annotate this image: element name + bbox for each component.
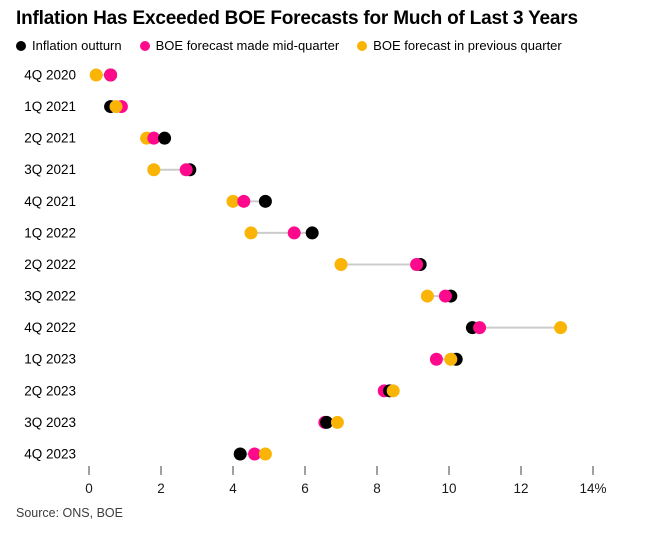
x-axis-tick-label: 8 bbox=[373, 481, 381, 496]
dot-prev_quarter bbox=[109, 100, 123, 114]
legend-dot-mid_quarter bbox=[139, 40, 150, 51]
dot-prev_quarter bbox=[89, 68, 103, 82]
dot-outturn bbox=[305, 226, 319, 240]
x-axis-tick-label: 4 bbox=[229, 481, 237, 496]
category-label: 4Q 2022 bbox=[24, 320, 76, 335]
x-axis-tick-label: 2 bbox=[157, 481, 165, 496]
legend-label: BOE forecast made mid-quarter bbox=[155, 38, 340, 53]
dot-mid_quarter bbox=[473, 321, 487, 335]
dot-outturn bbox=[158, 131, 172, 145]
dot-prev_quarter bbox=[554, 321, 568, 335]
category-label: 1Q 2022 bbox=[24, 225, 76, 240]
legend-dot-prev_quarter bbox=[357, 40, 368, 51]
dot-prev_quarter bbox=[147, 163, 161, 177]
category-label: 4Q 2021 bbox=[24, 194, 76, 209]
dot-prev_quarter bbox=[258, 447, 272, 461]
dot-outturn bbox=[258, 194, 272, 208]
category-label: 2Q 2022 bbox=[24, 257, 76, 272]
dot-prev_quarter bbox=[226, 194, 240, 208]
dot-mid_quarter bbox=[237, 194, 251, 208]
legend-label: Inflation outturn bbox=[32, 38, 122, 53]
legend-dot-outturn bbox=[16, 40, 26, 51]
dot-outturn bbox=[233, 447, 247, 461]
category-label: 2Q 2021 bbox=[24, 131, 76, 146]
dot-mid_quarter bbox=[287, 226, 301, 240]
category-label: 1Q 2023 bbox=[24, 352, 76, 367]
dot-mid_quarter bbox=[104, 68, 118, 82]
x-axis-tick-label: 14% bbox=[579, 481, 606, 496]
dot-prev_quarter bbox=[330, 415, 344, 429]
dot-prev_quarter bbox=[386, 384, 400, 398]
source-note: Source: ONS, BOE bbox=[16, 506, 123, 520]
dot-mid_quarter bbox=[179, 163, 193, 177]
dot-outturn bbox=[320, 415, 334, 429]
dot-mid_quarter bbox=[410, 257, 424, 271]
dot-mid_quarter bbox=[429, 352, 443, 366]
category-label: 4Q 2023 bbox=[24, 446, 76, 461]
dot-mid_quarter bbox=[147, 131, 161, 145]
category-label: 1Q 2021 bbox=[24, 99, 76, 114]
legend-item-outturn: Inflation outturn bbox=[16, 38, 122, 53]
category-label: 3Q 2021 bbox=[24, 162, 76, 177]
chart-title: Inflation Has Exceeded BOE Forecasts for… bbox=[16, 8, 578, 29]
category-label: 4Q 2020 bbox=[24, 68, 76, 83]
dot-prev_quarter bbox=[244, 226, 258, 240]
legend-label: BOE forecast in previous quarter bbox=[373, 38, 562, 53]
dot-mid_quarter bbox=[438, 289, 452, 303]
dot-mid_quarter bbox=[248, 447, 262, 461]
category-label: 3Q 2022 bbox=[24, 289, 76, 304]
x-axis-tick-label: 10 bbox=[441, 481, 456, 496]
x-axis-tick-label: 0 bbox=[85, 481, 93, 496]
x-axis-tick-label: 6 bbox=[301, 481, 309, 496]
dot-prev_quarter bbox=[444, 352, 458, 366]
x-axis-tick-label: 12 bbox=[513, 481, 528, 496]
category-label: 3Q 2023 bbox=[24, 415, 76, 430]
dot-prev_quarter bbox=[420, 289, 434, 303]
legend-item-mid_quarter: BOE forecast made mid-quarter bbox=[139, 38, 340, 53]
dot-prev_quarter bbox=[334, 257, 348, 271]
dot-plot-chart: 4Q 2020 1Q 2021 2Q 2021 3Q 2021 4Q 2021 1Q 20… bbox=[24, 68, 606, 497]
chart-legend: Inflation outturn BOE forecast made mid-q… bbox=[16, 38, 562, 53]
category-label: 2Q 2023 bbox=[24, 383, 76, 398]
legend-item-prev_quarter: BOE forecast in previous quarter bbox=[357, 38, 562, 53]
